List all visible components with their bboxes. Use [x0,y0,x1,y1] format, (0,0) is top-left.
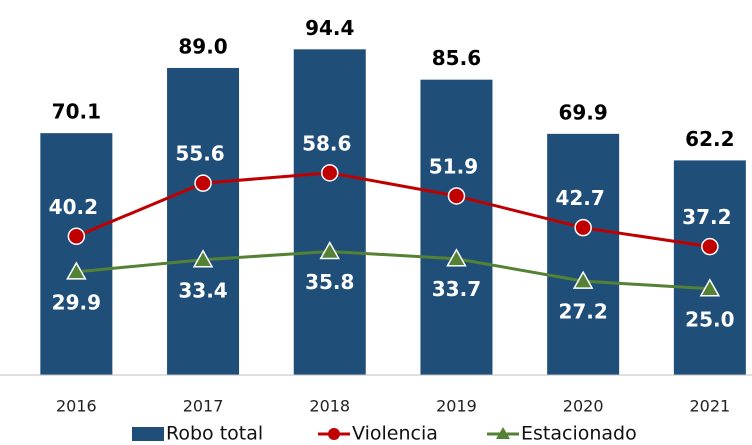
marker [447,187,466,205]
bar [673,160,746,375]
marker [701,237,719,256]
data-label: 33.7 [432,277,481,301]
x-tick-label: 2021 [689,397,730,416]
bar [420,79,493,376]
marker [319,240,341,260]
legend-marker [496,427,510,439]
data-label: 70.1 [52,100,101,124]
data-label: 40.2 [49,195,98,219]
legend-label: Estacionado [521,423,637,445]
data-label: 35.8 [305,270,354,294]
data-label: 42.7 [555,186,604,210]
data-label: 62.2 [685,127,734,151]
data-label: 51.9 [429,154,478,178]
bar [40,133,113,375]
x-tick-label: 2017 [183,397,224,416]
legend-item: Robo total [132,423,263,445]
data-label: 89.0 [178,34,227,58]
legend-swatch [132,427,164,441]
marker [572,270,594,289]
data-label: 94.4 [305,16,354,40]
legend-item: Estacionado [487,423,637,445]
line [75,171,711,249]
legend-marker [328,428,340,440]
marker [321,164,339,182]
marker [67,227,86,246]
data-label: 69.9 [558,100,607,124]
marker [699,278,721,297]
x-tick-label: 2016 [56,397,97,416]
data-label: 27.2 [558,300,607,324]
marker [574,218,592,237]
data-label: 37.2 [682,205,731,229]
marker [194,174,212,192]
bar [547,133,620,375]
data-label: 29.9 [52,290,101,314]
x-tick-label: 2019 [436,397,477,416]
data-label: 55.6 [175,142,224,166]
legend-label: Robo total [166,423,263,445]
data-label: 58.6 [302,131,351,155]
bar [293,49,366,375]
data-label: 85.6 [432,46,481,70]
marker [66,261,87,280]
legend-item: Violencia [318,423,438,445]
line [76,249,710,291]
legend-label: Violencia [352,423,438,445]
x-tick-label: 2018 [309,397,350,416]
data-label: 25.0 [685,307,734,331]
bar [167,67,240,375]
marker [192,249,214,268]
x-tick-label: 2020 [563,397,604,416]
data-label: 33.4 [178,278,227,302]
marker [446,248,467,267]
legend: Robo total Violencia Estacionado [132,423,637,445]
